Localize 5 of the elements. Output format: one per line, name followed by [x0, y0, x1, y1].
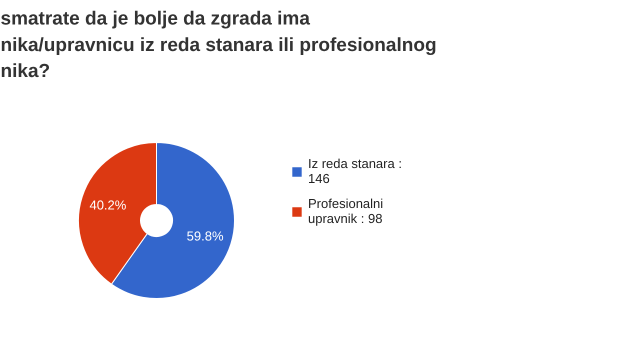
- legend-label: Iz reda stanara : 146: [308, 156, 402, 186]
- data-label: 40.2%: [89, 198, 127, 213]
- chart-title: smatrate da je bolje da zgrada ima nika/upravnicu iz reda stanara ili profesionalnog nika?: [0, 8, 437, 82]
- legend-label: Profesionalni upravnik : 98: [308, 196, 384, 226]
- data-label: 59.8%: [186, 228, 224, 244]
